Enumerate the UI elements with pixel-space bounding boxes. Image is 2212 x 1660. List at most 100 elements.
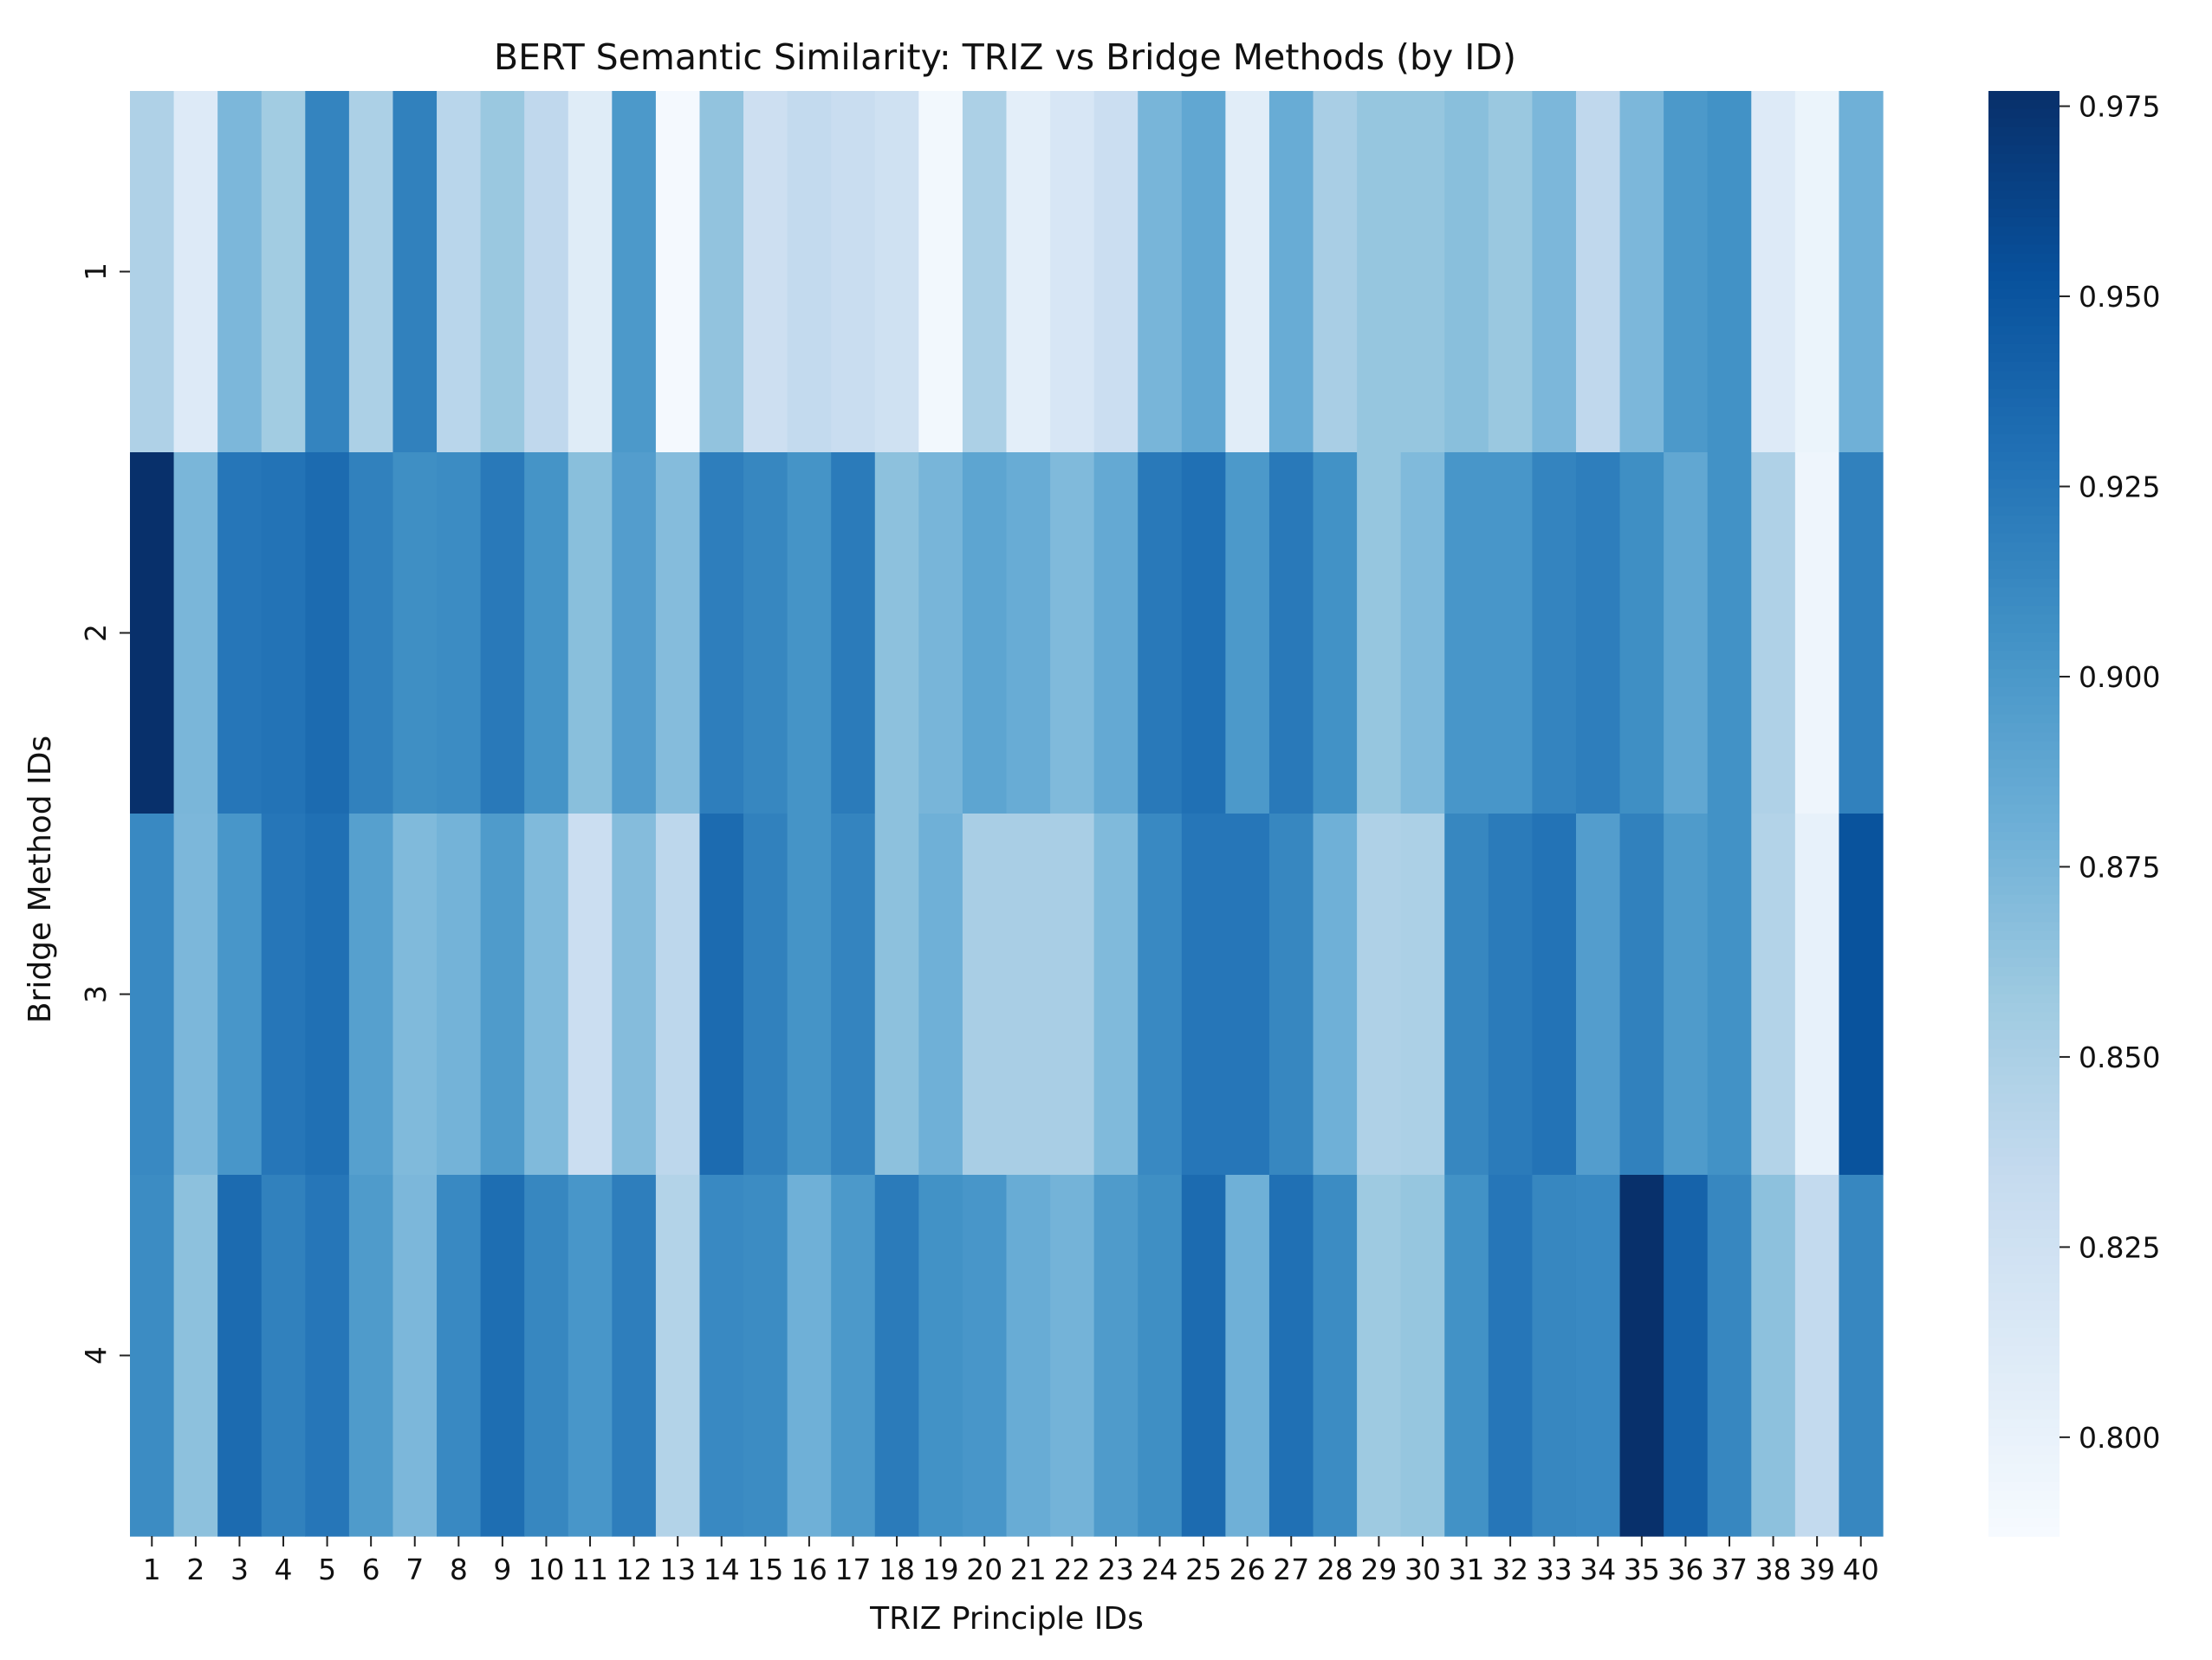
heatmap-cell-r3-c21 [1006, 814, 1051, 1176]
colorbar-segment [1988, 632, 2060, 643]
heatmap-cell-r1-c10 [524, 91, 569, 453]
colorbar-segment [1988, 561, 2060, 571]
x-tick-label: 9 [493, 1553, 511, 1586]
colorbar-segment [1988, 461, 2060, 471]
heatmap-cell-r2-c5 [305, 452, 350, 814]
colorbar-segment [1988, 876, 2060, 887]
y-tick-label: 3 [79, 985, 113, 1003]
heatmap-cell-r2-c31 [1444, 452, 1489, 814]
x-tick-label: 10 [528, 1553, 564, 1586]
colorbar-segment [1988, 587, 2060, 598]
heatmap-cell-r3-c17 [831, 814, 876, 1176]
heatmap-cell-r1-c30 [1400, 91, 1445, 453]
x-tick-label: 34 [1580, 1553, 1616, 1586]
heatmap-cell-r2-c9 [480, 452, 525, 814]
heatmap-cell-r4-c6 [348, 1175, 394, 1537]
heatmap-cell-r4-c16 [787, 1175, 832, 1537]
colorbar-segment [1988, 949, 2060, 959]
heatmap-cell-r3-c19 [918, 814, 963, 1176]
colorbar-segment [1988, 1482, 2060, 1492]
heatmap-cell-r2-c12 [612, 452, 657, 814]
colorbar-segment [1988, 1382, 2060, 1393]
x-tick-label: 26 [1229, 1553, 1266, 1586]
heatmap-cell-r3-c31 [1444, 814, 1489, 1176]
heatmap-cell-r1-c31 [1444, 91, 1489, 453]
colorbar-segment [1988, 515, 2060, 526]
colorbar-segment [1988, 904, 2060, 914]
colorbar-segment [1988, 1138, 2060, 1149]
heatmap-cell-r4-c25 [1181, 1175, 1226, 1537]
colorbar-segment [1988, 1265, 2060, 1275]
colorbar-segment [1988, 1002, 2060, 1014]
heatmap-cell-r2-c24 [1138, 452, 1183, 814]
heatmap-cell-r3-c29 [1357, 814, 1402, 1176]
colorbar-segment [1988, 1237, 2060, 1248]
heatmap-cell-r2-c6 [348, 452, 394, 814]
x-tick-label: 24 [1142, 1553, 1178, 1586]
x-tick-label: 28 [1317, 1553, 1353, 1586]
colorbar-segment [1988, 298, 2060, 308]
colorbar-segment [1988, 1463, 2060, 1474]
heatmap-cell-r3-c32 [1488, 814, 1534, 1176]
heatmap-cell-r2-c1 [130, 452, 175, 814]
heatmap-cell-r2-c8 [437, 452, 482, 814]
heatmap-cell-r3-c4 [261, 814, 306, 1176]
heatmap-cell-r2-c23 [1093, 452, 1138, 814]
y-axis: 1 2 3 4 [79, 263, 130, 1365]
colorbar-segment [1988, 1355, 2060, 1365]
colorbar-segment [1988, 1030, 2060, 1041]
colorbar-segment [1988, 596, 2060, 607]
colorbar-segment [1988, 704, 2060, 716]
colorbar-segment [1988, 976, 2060, 986]
heatmap-cell-r4-c7 [392, 1175, 438, 1537]
heatmap-cell-r1-c20 [962, 91, 1008, 453]
heatmap-cell-r4-c4 [261, 1175, 306, 1537]
x-tick-label: 27 [1273, 1553, 1309, 1586]
x-tick-label: 17 [834, 1553, 871, 1586]
colorbar-segment [1988, 289, 2060, 300]
heatmap-cell-r4-c27 [1268, 1175, 1314, 1537]
heatmap-cell-r3-c13 [655, 814, 701, 1176]
x-tick-label: 13 [659, 1553, 696, 1586]
x-tick-label: 14 [704, 1553, 740, 1586]
colorbar-segment [1988, 1102, 2060, 1112]
colorbar-segment [1988, 1202, 2060, 1212]
colorbar-segment [1988, 885, 2060, 896]
heatmap-cell-r1-c6 [348, 91, 394, 453]
heatmap-cell-r3-c22 [1050, 814, 1095, 1176]
heatmap-cell-r1-c25 [1181, 91, 1226, 453]
heatmap-cell-r4-c36 [1664, 1175, 1709, 1537]
colorbar-segment [1988, 687, 2060, 697]
x-tick-label: 35 [1624, 1553, 1660, 1586]
colorbar-segment [1988, 389, 2060, 399]
colorbar-segment [1988, 1066, 2060, 1077]
heatmap-cell-r2-c29 [1357, 452, 1402, 814]
colorbar-segment [1988, 371, 2060, 381]
heatmap-cell-r1-c36 [1664, 91, 1709, 453]
heatmap-cell-r4-c32 [1488, 1175, 1534, 1537]
heatmap-cell-r4-c17 [831, 1175, 876, 1537]
x-tick-label: 5 [318, 1553, 336, 1586]
heatmap-cell-r3-c26 [1225, 814, 1270, 1176]
colorbar-tick-label: 0.850 [2079, 1041, 2160, 1074]
chart-title: BERT Semantic Similarity: TRIZ vs Bridge… [494, 36, 1516, 78]
x-tick-label: 22 [1054, 1553, 1090, 1586]
colorbar-tick-label: 0.825 [2079, 1230, 2160, 1264]
heatmap-cell-r3-c23 [1093, 814, 1138, 1176]
heatmap-cell-r4-c34 [1575, 1175, 1621, 1537]
colorbar-tick-label: 0.800 [2079, 1421, 2160, 1455]
heatmap-cell-r1-c4 [261, 91, 306, 453]
colorbar-segment [1988, 814, 2060, 824]
colorbar-segment [1988, 795, 2060, 806]
colorbar-segment [1988, 416, 2060, 426]
colorbar-segment [1988, 199, 2060, 210]
colorbar-segment [1988, 569, 2060, 580]
heatmap-cell-r1-c8 [437, 91, 482, 453]
colorbar-segment [1988, 859, 2060, 869]
x-tick-label: 7 [405, 1553, 424, 1586]
colorbar-segment [1988, 1021, 2060, 1032]
heatmap-cell-r1-c29 [1357, 91, 1402, 453]
colorbar-segment [1988, 741, 2060, 751]
heatmap-cell-r3-c1 [130, 814, 175, 1176]
colorbar-segment [1988, 1147, 2060, 1157]
